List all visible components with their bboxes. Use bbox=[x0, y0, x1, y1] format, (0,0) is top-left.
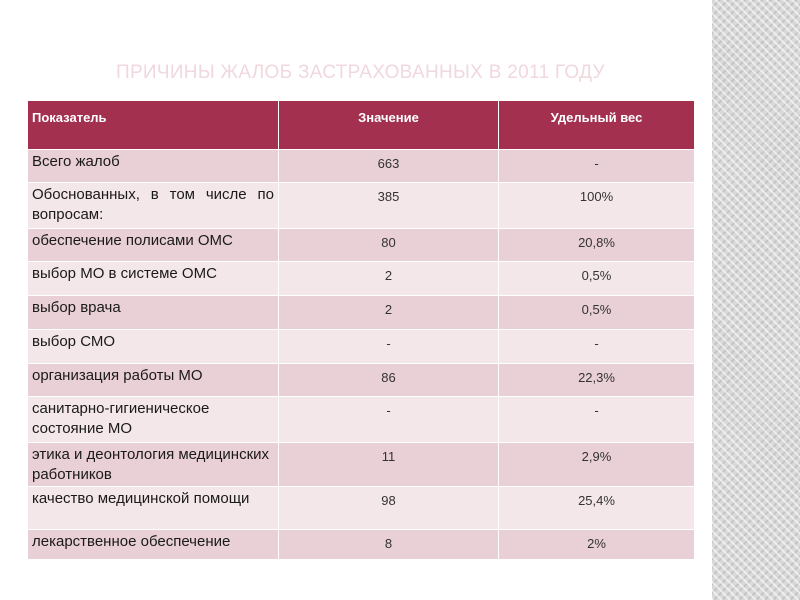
row-share: 22,3% bbox=[498, 363, 695, 397]
row-share: 100% bbox=[498, 182, 695, 229]
table-row: выбор СМО - - bbox=[27, 329, 695, 364]
slide-title: Причины жалоб застрахованных в 2011 году bbox=[116, 62, 605, 83]
table-row: качество медицинской помощи 98 25,4% bbox=[27, 486, 695, 530]
row-value: 2 bbox=[278, 261, 499, 296]
table-row: выбор МО в системе ОМС 2 0,5% bbox=[27, 261, 695, 296]
row-label: качество медицинской помощи bbox=[27, 486, 279, 530]
column-header-share: Удельный вес bbox=[498, 100, 695, 150]
row-value: 86 bbox=[278, 363, 499, 397]
row-label: лекарственное обеспечение bbox=[27, 529, 279, 560]
table-row: Обоснованных, в том числе по вопросам: 3… bbox=[27, 182, 695, 229]
table-row: организация работы МО 86 22,3% bbox=[27, 363, 695, 397]
column-header-indicator: Показатель bbox=[27, 100, 279, 150]
table-header-row: Показатель Значение Удельный вес bbox=[27, 100, 695, 150]
decorative-side-pattern bbox=[712, 0, 800, 600]
row-value: 385 bbox=[278, 182, 499, 229]
row-share: 20,8% bbox=[498, 228, 695, 262]
row-value: 8 bbox=[278, 529, 499, 560]
row-value: 2 bbox=[278, 295, 499, 330]
table-row: Всего жалоб 663 - bbox=[27, 149, 695, 183]
row-share: 2,9% bbox=[498, 442, 695, 487]
row-share: 0,5% bbox=[498, 295, 695, 330]
row-label: выбор врача bbox=[27, 295, 279, 330]
row-label: выбор МО в системе ОМС bbox=[27, 261, 279, 296]
row-label: организация работы МО bbox=[27, 363, 279, 397]
table-row: санитарно-гигиеническое состояние МО - - bbox=[27, 396, 695, 443]
row-share: 2% bbox=[498, 529, 695, 560]
row-share: - bbox=[498, 149, 695, 183]
row-share: 25,4% bbox=[498, 486, 695, 530]
row-share: 0,5% bbox=[498, 261, 695, 296]
complaints-table: Показатель Значение Удельный вес Всего ж… bbox=[27, 100, 695, 560]
row-label: Обоснованных, в том числе по вопросам: bbox=[27, 182, 279, 229]
table-row: лекарственное обеспечение 8 2% bbox=[27, 529, 695, 560]
row-share: - bbox=[498, 329, 695, 364]
row-label: санитарно-гигиеническое состояние МО bbox=[27, 396, 279, 443]
row-label: обеспечение полисами ОМС bbox=[27, 228, 279, 262]
table-row: обеспечение полисами ОМС 80 20,8% bbox=[27, 228, 695, 262]
row-value: 11 bbox=[278, 442, 499, 487]
column-header-value: Значение bbox=[278, 100, 499, 150]
row-label: Всего жалоб bbox=[27, 149, 279, 183]
row-value: - bbox=[278, 396, 499, 443]
row-label: этика и деонтология медицинских работник… bbox=[27, 442, 279, 487]
row-value: - bbox=[278, 329, 499, 364]
row-value: 663 bbox=[278, 149, 499, 183]
table-row: этика и деонтология медицинских работник… bbox=[27, 442, 695, 487]
row-label: выбор СМО bbox=[27, 329, 279, 364]
row-value: 98 bbox=[278, 486, 499, 530]
row-value: 80 bbox=[278, 228, 499, 262]
table-row: выбор врача 2 0,5% bbox=[27, 295, 695, 330]
row-share: - bbox=[498, 396, 695, 443]
